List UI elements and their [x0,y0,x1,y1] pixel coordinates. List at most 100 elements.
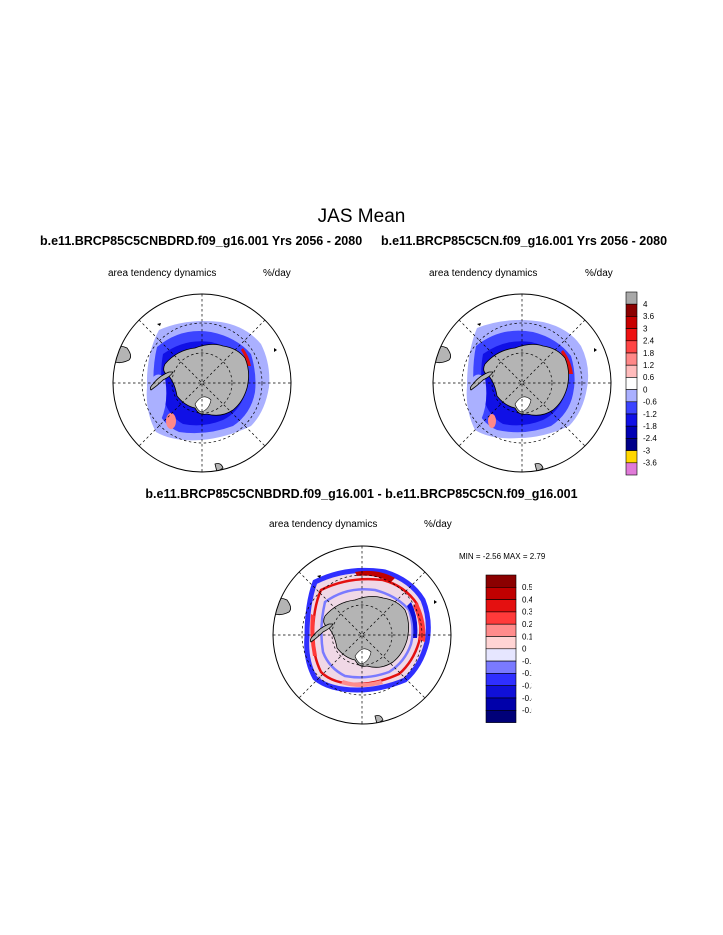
diff-colorbar-swatch [485,685,517,699]
diff-colorbar-swatch [485,710,517,723]
island-dot-1 [157,323,161,326]
positive-anomaly-edge [561,350,573,374]
top-colorbar-swatch [625,316,638,329]
diff-colorbar-swatch [485,673,517,687]
top-colorbar-swatch [625,450,638,464]
map-boundary [272,545,452,725]
antarctica-landmass [323,596,409,668]
island-dot-1 [477,323,481,326]
diff-outer-blue-ring [304,567,431,693]
antarctica-landmass [163,344,249,416]
antarctic-peninsula [469,371,494,391]
top-colorbar-tick-label: 3 [643,324,648,333]
difference-panel-title: b.e11.BRCP85C5CNBDRD.f09_g16.001 - b.e11… [145,487,578,501]
diff-strong-positive-east [413,602,426,642]
max-value: 2.79 [529,552,546,561]
positive-anomaly-patch [166,413,176,429]
new-zealand-tip [214,463,224,472]
africa-tip [242,294,252,303]
ross-ice-shelf [514,396,532,413]
africa-tip [562,294,572,303]
ross-ice-shelf [354,648,372,665]
island-dot-2 [434,600,437,604]
diff-colorbar-tick-label: 0.4 [522,595,532,604]
top-colorbar-swatch [625,291,638,305]
diff-colorbar-swatch [485,574,517,588]
diff-colorbar-tick-label: 0.2 [522,620,532,629]
graticule [113,294,291,472]
positive-anomaly-edge [241,348,251,366]
right-field-label: area tendency dynamics [429,268,538,279]
diff-colorbar-swatch [485,697,517,711]
right-units-label: %/day [585,268,613,279]
diff-colorbar-tick-label: -0.5 [522,706,532,715]
diff-colorbar-tick-label: 0.1 [522,632,532,641]
diff-colorbar-swatch [485,648,517,662]
left-polar-map [112,293,292,473]
top-colorbar-swatch [625,438,638,451]
top-colorbar-tick-label: -3 [643,446,651,455]
left-units-label: %/day [263,268,291,279]
top-colorbar-swatch [625,462,638,476]
diff-colorbar-tick-label: 0.5 [522,583,532,592]
ross-ice-shelf [194,396,212,413]
map-boundary [432,293,612,473]
diff-colorbar-swatch [485,623,517,637]
difference-colorbar: 0.5 0.4 0.3 0.2 0.1 0 -0.1 -0.2 -0.3 -0.4 -0.5 [485,574,532,723]
diff-colorbar-swatch [485,611,517,625]
top-colorbar-tick-label: 2.4 [643,337,655,346]
min-label: MIN = [459,552,481,561]
top-colorbar-swatch [625,340,638,354]
max-label: MAX = [503,552,528,561]
diff-colorbar-swatch [485,636,517,650]
south-america-tip [113,346,131,364]
top-colorbar-tick-label: 3.6 [643,312,655,321]
island-dot-1 [317,575,321,578]
top-colorbar-swatch [625,377,638,390]
top-colorbar-tick-label: -1.8 [643,422,657,431]
difference-polar-map [272,545,452,725]
diff-colorbar-swatch [485,660,517,674]
new-zealand-tip [534,463,544,472]
diff-strong-negative-east [407,602,418,638]
diff-field-label: area tendency dynamics [269,519,378,530]
top-colorbar: 4 3.6 3 2.4 1.8 1.2 0.6 0 -0.6 -1.2 -1.8 -2.4 -3 -3.6 [625,291,657,476]
top-colorbar-tick-label: 1.2 [643,361,655,370]
right-panel-title: b.e11.BRCP85C5CN.f09_g16.001 Yrs 2056 - … [381,234,668,248]
graticule [433,294,611,472]
top-colorbar-swatch [625,401,638,415]
diff-colorbar-tick-label: 0 [522,645,527,654]
diff-units-label: %/day [424,519,452,530]
diff-inner-blue-ring [320,588,414,679]
top-colorbar-tick-label: 4 [643,300,648,309]
diff-colorbar-tick-label: -0.1 [522,657,532,666]
antarctica-landmass [483,344,569,416]
island-dot-2 [274,348,277,352]
antarctic-peninsula [149,371,174,391]
left-field-label: area tendency dynamics [108,268,217,279]
top-colorbar-swatch [625,413,638,427]
top-colorbar-swatch [625,352,638,366]
min-value: -2.56 [482,552,502,561]
diff-colorbar-tick-label: 0.3 [522,608,532,617]
min-max-readout: MIN = -2.56 MAX = 2.79 [459,552,545,561]
top-colorbar-tick-label: -1.2 [643,410,657,419]
top-colorbar-swatch [625,364,638,378]
top-colorbar-tick-label: -2.4 [643,434,657,443]
top-colorbar-swatch [625,303,638,317]
top-colorbar-tick-label: 0.6 [643,373,655,382]
left-panel-title: b.e11.BRCP85C5CNBDRD.f09_g16.001 Yrs 205… [40,234,363,248]
top-colorbar-tick-label: -3.6 [643,459,657,468]
top-colorbar-tick-label: -0.6 [643,398,657,407]
map-boundary [112,293,292,473]
africa-tip [402,546,412,555]
right-polar-map [432,293,612,473]
diff-colorbar-tick-label: -0.4 [522,694,532,703]
graticule [273,546,451,724]
top-colorbar-swatch [625,328,638,342]
top-colorbar-tick-label: 0 [643,385,648,394]
main-title: JAS Mean [317,206,406,227]
positive-anomaly-patch [488,414,496,428]
new-zealand-tip [374,715,384,724]
island-dot-2 [594,348,597,352]
